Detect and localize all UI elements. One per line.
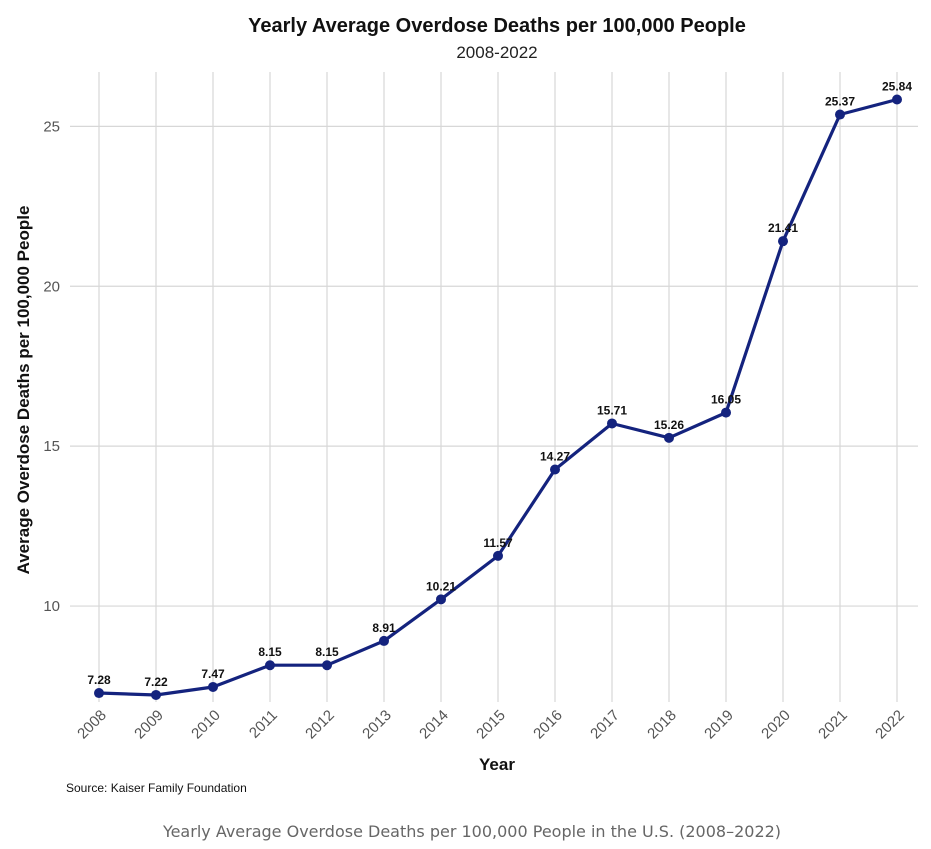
x-tick-label: 2008 <box>74 707 110 743</box>
data-point-2015 <box>493 550 503 561</box>
y-tick-label: 25 <box>43 118 60 135</box>
chart-source: Source: Kaiser Family Foundation <box>66 781 247 795</box>
data-point-2020 <box>778 236 788 247</box>
data-label-2008: 7.28 <box>87 673 111 687</box>
y-tick-label: 10 <box>43 598 60 615</box>
data-point-2021 <box>835 109 845 120</box>
data-label-2022: 25.84 <box>882 80 912 94</box>
x-tick-label: 2020 <box>758 707 794 743</box>
y-tick-label: 15 <box>43 438 60 455</box>
data-point-2018 <box>664 432 674 443</box>
chart-subtitle: 2008-2022 <box>456 43 537 62</box>
data-point-2008 <box>94 688 104 699</box>
data-label-2018: 15.26 <box>654 418 684 432</box>
x-tick-label: 2019 <box>701 707 737 743</box>
data-label-2013: 8.91 <box>372 621 396 635</box>
x-tick-label: 2022 <box>872 707 908 743</box>
data-label-2017: 15.71 <box>597 403 627 417</box>
y-axis-title: Average Overdose Deaths per 100,000 Peop… <box>14 206 33 575</box>
data-point-2022 <box>892 94 902 105</box>
x-tick-label: 2015 <box>473 707 509 743</box>
data-label-2021: 25.37 <box>825 95 855 109</box>
x-tick-label: 2009 <box>131 707 167 743</box>
data-label-2011: 8.15 <box>258 645 282 659</box>
x-tick-labels: 2008 2009 2010 2011 2012 2013 2014 2015 2016 2017… <box>74 707 908 743</box>
data-point-2019 <box>721 407 731 418</box>
x-tick-label: 2021 <box>815 707 851 743</box>
x-tick-label: 2010 <box>188 707 224 743</box>
data-point-2010 <box>208 681 218 692</box>
x-tick-label: 2012 <box>302 707 338 743</box>
data-points <box>94 94 902 700</box>
x-axis-title: Year <box>479 755 515 774</box>
x-tick-label: 2013 <box>359 707 395 743</box>
data-point-2012 <box>322 660 332 671</box>
x-tick-label: 2014 <box>416 707 452 743</box>
data-label-2010: 7.47 <box>201 667 225 681</box>
data-label-2014: 10.21 <box>426 579 456 593</box>
x-tick-label: 2018 <box>644 707 680 743</box>
data-label-2012: 8.15 <box>315 645 339 659</box>
x-tick-label: 2011 <box>246 707 281 742</box>
data-point-2016 <box>550 464 560 475</box>
data-point-2017 <box>607 418 617 429</box>
grid-layer <box>70 72 918 702</box>
data-label-2019: 16.05 <box>711 393 741 407</box>
x-tick-label: 2017 <box>587 707 623 743</box>
data-label-2016: 14.27 <box>540 450 570 464</box>
data-label-2009: 7.22 <box>144 675 168 689</box>
data-label-2015: 11.57 <box>483 536 513 550</box>
data-point-2014 <box>436 594 446 605</box>
data-point-2009 <box>151 689 161 700</box>
data-label-2020: 21.41 <box>768 221 798 235</box>
x-tick-label: 2016 <box>530 707 566 743</box>
data-point-2013 <box>379 635 389 646</box>
data-point-2011 <box>265 660 275 671</box>
data-labels: 7.28 7.22 7.47 8.15 8.15 8.91 10.21 11.57 14.27 1… <box>87 80 912 689</box>
chart-title: Yearly Average Overdose Deaths per 100,0… <box>248 15 746 37</box>
y-tick-label: 20 <box>43 278 60 295</box>
y-tick-labels: 10 15 20 25 <box>43 118 60 615</box>
figure-caption: Yearly Average Overdose Deaths per 100,0… <box>162 822 781 841</box>
